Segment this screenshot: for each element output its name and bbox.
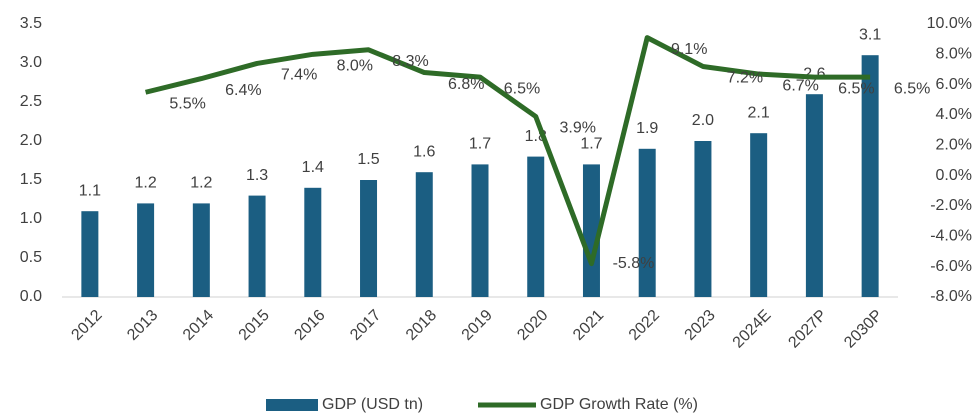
y2-tick-label: -6.0% <box>930 258 972 275</box>
line-value-label: 6.7% <box>782 77 818 94</box>
bar <box>805 94 823 297</box>
x-tick-label: 2016 <box>291 307 328 344</box>
bar-value-label: 3.1 <box>859 26 881 43</box>
y-tick-label: 3.0 <box>20 54 42 71</box>
y2-tick-label: -8.0% <box>930 288 972 305</box>
bar-value-label: 1.7 <box>580 136 602 153</box>
bar <box>81 211 99 297</box>
y2-tick-label: 2.0% <box>936 137 972 154</box>
y2-tick-label: -4.0% <box>930 228 972 245</box>
x-tick-label: 2020 <box>514 307 551 344</box>
x-tick-label: 2021 <box>570 307 607 344</box>
x-tick-label: 2024E <box>730 307 775 352</box>
x-tick-label: 2019 <box>459 307 496 344</box>
line-value-label: 3.9% <box>559 120 595 137</box>
bar <box>471 164 489 297</box>
y2-tick-label: 6.0% <box>936 76 972 93</box>
x-tick-label: 2015 <box>236 307 273 344</box>
line-value-label: 6.5% <box>838 80 874 97</box>
x-tick-label: 2027P <box>785 307 830 352</box>
bar <box>360 180 378 297</box>
bar-value-label: 2.1 <box>748 104 770 121</box>
line-value-label: 6.4% <box>225 82 261 99</box>
line-value-label: 8.0% <box>337 58 373 75</box>
bar-value-label: 2.0 <box>692 112 714 129</box>
bar <box>861 55 879 298</box>
line-value-label: 6.5% <box>504 80 540 97</box>
y-tick-label: 0.5 <box>20 249 42 266</box>
x-tick-label: 2018 <box>403 307 440 344</box>
bar <box>304 187 322 297</box>
line-value-label: 7.4% <box>281 67 317 84</box>
legend-label: GDP (USD tn) <box>322 396 423 413</box>
legend-label: GDP Growth Rate (%) <box>540 396 698 413</box>
bar <box>248 195 266 297</box>
bar <box>694 141 712 297</box>
x-tick-label: 2013 <box>124 307 161 344</box>
bar <box>582 164 600 297</box>
bar <box>415 172 433 297</box>
line-value-label: 6.8% <box>448 76 484 93</box>
bar-value-label: 1.7 <box>469 136 491 153</box>
y-tick-label: 1.5 <box>20 171 42 188</box>
bar-value-label: 1.3 <box>246 167 268 184</box>
y-tick-label: 2.5 <box>20 93 42 110</box>
y-tick-label: 3.5 <box>20 15 42 32</box>
y2-tick-label: 8.0% <box>936 46 972 63</box>
x-tick-label: 2022 <box>626 307 663 344</box>
y-tick-label: 1.0 <box>20 210 42 227</box>
bar-value-label: 1.4 <box>302 159 324 176</box>
x-tick-label: 2014 <box>180 307 217 344</box>
bar <box>638 148 656 297</box>
bar-value-label: 1.5 <box>357 151 379 168</box>
y2-tick-label: -2.0% <box>930 197 972 214</box>
y2-tick-label: 4.0% <box>936 106 972 123</box>
y2-tick-label: 10.0% <box>927 15 972 32</box>
bar <box>750 133 768 297</box>
bar-value-label: 1.6 <box>413 143 435 160</box>
line-value-label: -5.8% <box>613 255 655 272</box>
bar-value-label: 1.1 <box>79 182 101 199</box>
x-tick-label: 2030P <box>841 307 886 352</box>
growth-line <box>145 35 871 267</box>
bar-value-label: 1.9 <box>636 120 658 137</box>
bar-value-label: 1.2 <box>134 175 156 192</box>
y-tick-label: 2.0 <box>20 132 42 149</box>
line-value-label: 6.5% <box>894 80 930 97</box>
x-tick-label: 2017 <box>347 307 384 344</box>
y2-tick-label: 0.0% <box>936 167 972 184</box>
bar <box>192 203 210 297</box>
legend-swatch <box>266 399 318 411</box>
bar-value-label: 1.2 <box>190 175 212 192</box>
y-tick-label: 0.0 <box>20 288 42 305</box>
bar <box>527 156 545 297</box>
bar <box>137 203 155 297</box>
x-tick-label: 2023 <box>682 307 719 344</box>
x-tick-label: 2012 <box>68 307 105 344</box>
line-value-label: 7.2% <box>727 70 763 87</box>
line-value-label: 5.5% <box>169 95 205 112</box>
line-value-label: 9.1% <box>671 41 707 58</box>
line-value-label: 8.3% <box>392 53 428 70</box>
